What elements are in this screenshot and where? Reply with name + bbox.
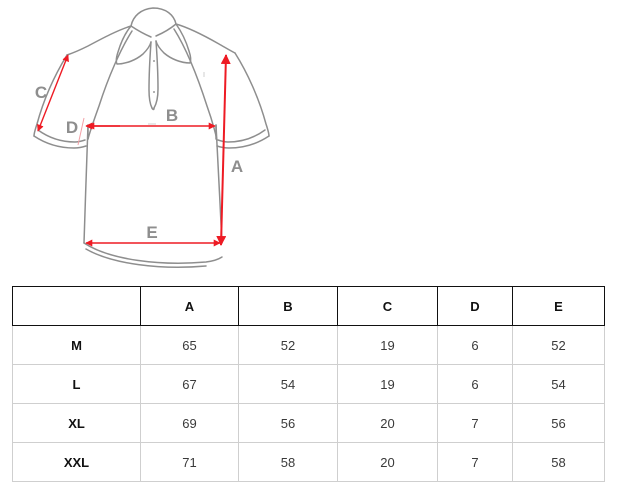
- cell-size: L: [12, 364, 141, 404]
- size-table: A B C D E M 65 52 19 6 52 L 67: [12, 286, 605, 482]
- measure-d-label: D: [66, 118, 78, 137]
- size-table-container: A B C D E M 65 52 19 6 52 L 67: [12, 286, 605, 482]
- right-sleeve-cuff-band: [217, 129, 266, 143]
- placket-right-edge: [153, 40, 159, 109]
- cell-d: 6: [437, 325, 513, 365]
- cell-a: 65: [140, 325, 239, 365]
- cell-e: 54: [512, 364, 605, 404]
- collar-right-leaf: [155, 23, 192, 64]
- collar-left-leaf: [115, 25, 152, 65]
- cell-c: 20: [337, 442, 438, 482]
- cell-e: 58: [512, 442, 605, 482]
- header-cell-a: A: [140, 286, 239, 326]
- cell-size: XL: [12, 403, 141, 443]
- collar-stand-right: [155, 23, 177, 37]
- header-cell-b: B: [238, 286, 338, 326]
- placket-buttons: [153, 60, 155, 93]
- left-sleeve-cuff-band: [37, 129, 86, 143]
- cell-e: 52: [512, 325, 605, 365]
- left-shoulder-line: [66, 25, 132, 56]
- measure-b: B: [87, 106, 216, 130]
- cell-b: 58: [238, 442, 338, 482]
- hem-bottom-curve: [83, 242, 223, 264]
- measure-b-label: B: [166, 106, 178, 125]
- header-cell-c: C: [337, 286, 438, 326]
- header-row: A B C D E: [12, 286, 605, 326]
- left-side-seam: [83, 124, 89, 244]
- header-cell-e: E: [512, 286, 605, 326]
- button-upper-icon: [153, 60, 155, 62]
- table-row: M 65 52 19 6 52: [12, 325, 605, 365]
- header-cell-corner: [12, 286, 141, 326]
- table-row: XXL 71 58 20 7 58: [12, 442, 605, 482]
- measure-e: E: [85, 223, 221, 247]
- button-lower-icon: [153, 91, 155, 93]
- left-sleeve-cuff-bottom: [33, 135, 87, 149]
- cell-e: 56: [512, 403, 605, 443]
- cell-a: 69: [140, 403, 239, 443]
- cell-b: 54: [238, 364, 338, 404]
- size-table-body: M 65 52 19 6 52 L 67 54 19 6 54 XL: [12, 325, 605, 482]
- placket-left-edge: [148, 41, 153, 109]
- measure-a: A: [216, 54, 243, 246]
- measure-c-arrow: [37, 54, 69, 132]
- cell-d: 7: [437, 442, 513, 482]
- placket-bottom: [151, 107, 155, 111]
- measure-c: C: [35, 54, 69, 132]
- measure-c-label: C: [35, 83, 47, 102]
- cell-size: XXL: [12, 442, 141, 482]
- cell-c: 19: [337, 325, 438, 365]
- right-shoulder-line: [175, 23, 236, 54]
- right-sleeve-inner-seam: [173, 28, 218, 141]
- left-sleeve-inner-seam: [87, 30, 133, 140]
- table-row: L 67 54 19 6 54: [12, 364, 605, 404]
- cell-a: 71: [140, 442, 239, 482]
- measure-a-label: A: [231, 157, 243, 176]
- hem-inner-line: [85, 248, 207, 268]
- polo-shirt-diagram: C D B A E: [33, 7, 270, 268]
- cell-c: 20: [337, 403, 438, 443]
- cell-size: M: [12, 325, 141, 365]
- cell-a: 67: [140, 364, 239, 404]
- header-cell-d: D: [437, 286, 513, 326]
- cell-d: 7: [437, 403, 513, 443]
- cell-d: 6: [437, 364, 513, 404]
- measure-d-guide: [77, 117, 85, 146]
- table-row: XL 69 56 20 7 56: [12, 403, 605, 443]
- measure-e-label: E: [146, 223, 157, 242]
- right-sleeve-outer-edge: [234, 52, 270, 137]
- neck-opening: [130, 7, 177, 27]
- cell-b: 56: [238, 403, 338, 443]
- collar-stand-left: [130, 25, 152, 38]
- cell-c: 19: [337, 364, 438, 404]
- size-table-header: A B C D E: [12, 286, 605, 326]
- measure-a-arrow: [216, 54, 231, 246]
- cell-b: 52: [238, 325, 338, 365]
